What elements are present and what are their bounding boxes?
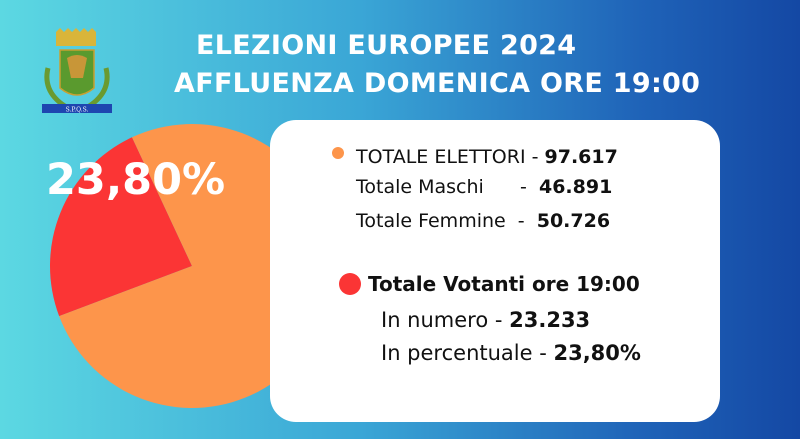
votanti-numero: In numero - 23.233 [381, 308, 591, 332]
totale-elettori: TOTALE ELETTORI - 97.617 [356, 146, 618, 168]
votanti-title: Totale Votanti ore 19:00 [368, 272, 640, 296]
pie-data-label: 23,80% [46, 155, 226, 205]
title-line-1: ELEZIONI EUROPEE 2024 [196, 30, 577, 61]
pie-slice-votanti [49, 137, 193, 317]
totale-femmine: Totale Femmine - 50.726 [356, 210, 611, 232]
votanti-percentuale: In percentuale - 23,80% [381, 341, 641, 365]
pie-slice-non-votanti [59, 123, 334, 408]
totale-maschi: Totale Maschi - 46.891 [356, 176, 613, 198]
coat-of-arms-logo: S.P.Q.S. [42, 28, 112, 114]
svg-text:S.P.Q.S.: S.P.Q.S. [66, 107, 89, 114]
title-line-2: AFFLUENZA DOMENICA ORE 19:00 [174, 68, 701, 99]
orange-bullet-icon [332, 147, 344, 159]
info-card [270, 120, 720, 422]
red-bullet-icon [339, 273, 361, 295]
